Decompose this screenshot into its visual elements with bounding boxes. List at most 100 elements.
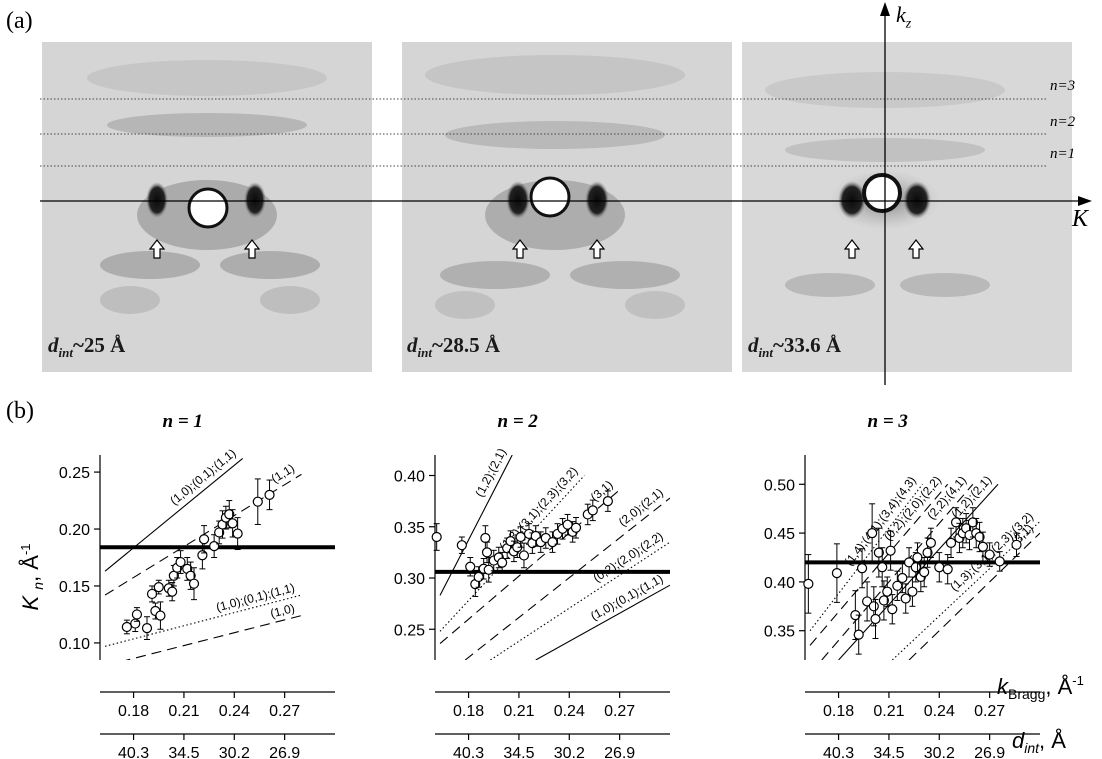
x-tick-label: 0.21 [873, 703, 904, 720]
point-marker [853, 629, 864, 640]
data-point [1011, 532, 1022, 558]
d-tick-label: 34.5 [503, 745, 534, 759]
d-tick-label: 30.2 [219, 745, 250, 759]
data-point [227, 509, 238, 538]
point-marker [882, 586, 893, 597]
d-int-label-1: dint~25 Å [48, 333, 126, 361]
data-point [198, 525, 210, 554]
point-marker [121, 621, 132, 633]
theory-line-dotted [809, 483, 923, 632]
data-point [803, 554, 814, 614]
y-tick-label: 0.40 [394, 469, 425, 486]
panel-b-label: (b) [6, 398, 34, 424]
point-marker [483, 564, 494, 575]
point-marker [868, 601, 879, 612]
data-point [481, 541, 493, 564]
point-marker [892, 580, 903, 591]
data-point [919, 557, 930, 588]
chart-n1: n = 1 0.10 0.15 0.20 0.25 0.18 0.21 0.24 0.27 40.… [59, 411, 335, 759]
d-tick-label: 30.2 [924, 745, 955, 759]
point-marker [465, 561, 476, 572]
y-tick-label: 0.35 [764, 624, 795, 641]
point-marker [167, 586, 178, 597]
theory-line-label: (1,0);(0,1);(1,1) [167, 446, 238, 508]
point-marker [227, 518, 238, 529]
theory-line-label: (1,1) [269, 461, 297, 486]
data-point [456, 536, 467, 554]
point-marker [974, 531, 985, 543]
point-marker [803, 578, 814, 589]
data-point [188, 567, 200, 601]
data-point [155, 601, 166, 630]
chart-title: n = 2 [498, 411, 539, 432]
y-axis-title-text: K [18, 595, 43, 611]
data-point [994, 551, 1005, 572]
data-point [903, 547, 915, 578]
data-point [431, 523, 442, 551]
point-marker [188, 578, 200, 589]
point-marker [131, 609, 143, 620]
data-point [882, 576, 893, 607]
point-marker [264, 489, 275, 500]
data-point [141, 616, 153, 640]
point-marker [907, 586, 918, 597]
d-tick-label: 34.5 [873, 745, 904, 759]
point-marker [910, 562, 921, 573]
point-marker [570, 522, 582, 533]
data-point [480, 525, 491, 551]
data-point [232, 517, 243, 551]
point-marker [518, 550, 530, 561]
d-tick-label: 34.5 [168, 745, 199, 759]
data-point [984, 542, 995, 567]
y-tick-label: 0.25 [59, 465, 90, 482]
x-tick-label: 0.24 [219, 703, 250, 720]
d-tick-label: 40.3 [453, 745, 484, 759]
data-point [264, 479, 275, 511]
data-point [885, 530, 896, 571]
panel-a-label: (a) [6, 8, 33, 34]
data-point [209, 534, 220, 558]
d-tick-label: 40.3 [118, 745, 149, 759]
data-point [897, 562, 908, 594]
data-point [934, 552, 945, 583]
data-point [587, 499, 598, 522]
point-marker [515, 531, 526, 543]
point-marker [497, 557, 508, 568]
y-tick-label: 0.50 [764, 477, 795, 494]
data-point [252, 478, 263, 525]
point-marker [155, 610, 166, 621]
point-marker [141, 623, 153, 634]
x-tick-label: 0.21 [503, 703, 534, 720]
d-axis-title: dint, Å [1012, 728, 1066, 756]
data-point [831, 543, 842, 603]
svg-text:K n, Å-1: K n, Å-1 [18, 543, 46, 610]
theory-line-dotted [439, 475, 585, 632]
point-marker [922, 547, 933, 558]
k-axis-label: K [1072, 206, 1089, 232]
x-tick-label: 0.18 [118, 703, 149, 720]
chart-title: n = 1 [163, 411, 203, 432]
x-tick-label: 0.21 [168, 703, 199, 720]
theory-line-label: (1,0) [269, 601, 296, 621]
data-point [570, 517, 582, 539]
point-marker [942, 564, 953, 575]
data-point [862, 581, 873, 622]
k-axis-arrow [1078, 196, 1092, 206]
data-point [892, 570, 903, 601]
theory-line-dashed [125, 615, 302, 660]
point-marker [146, 588, 158, 600]
point-marker [209, 541, 220, 552]
x-tick-label: 0.18 [453, 703, 484, 720]
point-marker [878, 595, 889, 606]
point-marker [456, 540, 467, 551]
data-point [942, 554, 953, 585]
point-marker [856, 563, 868, 574]
point-marker [602, 496, 613, 507]
chart-title: n = 3 [868, 411, 908, 432]
data-point [121, 619, 132, 635]
point-marker [1011, 539, 1022, 550]
data-point [602, 490, 613, 512]
layer-label-n3: n=3 [1050, 78, 1076, 94]
point-marker [977, 541, 989, 552]
point-marker [984, 549, 995, 560]
